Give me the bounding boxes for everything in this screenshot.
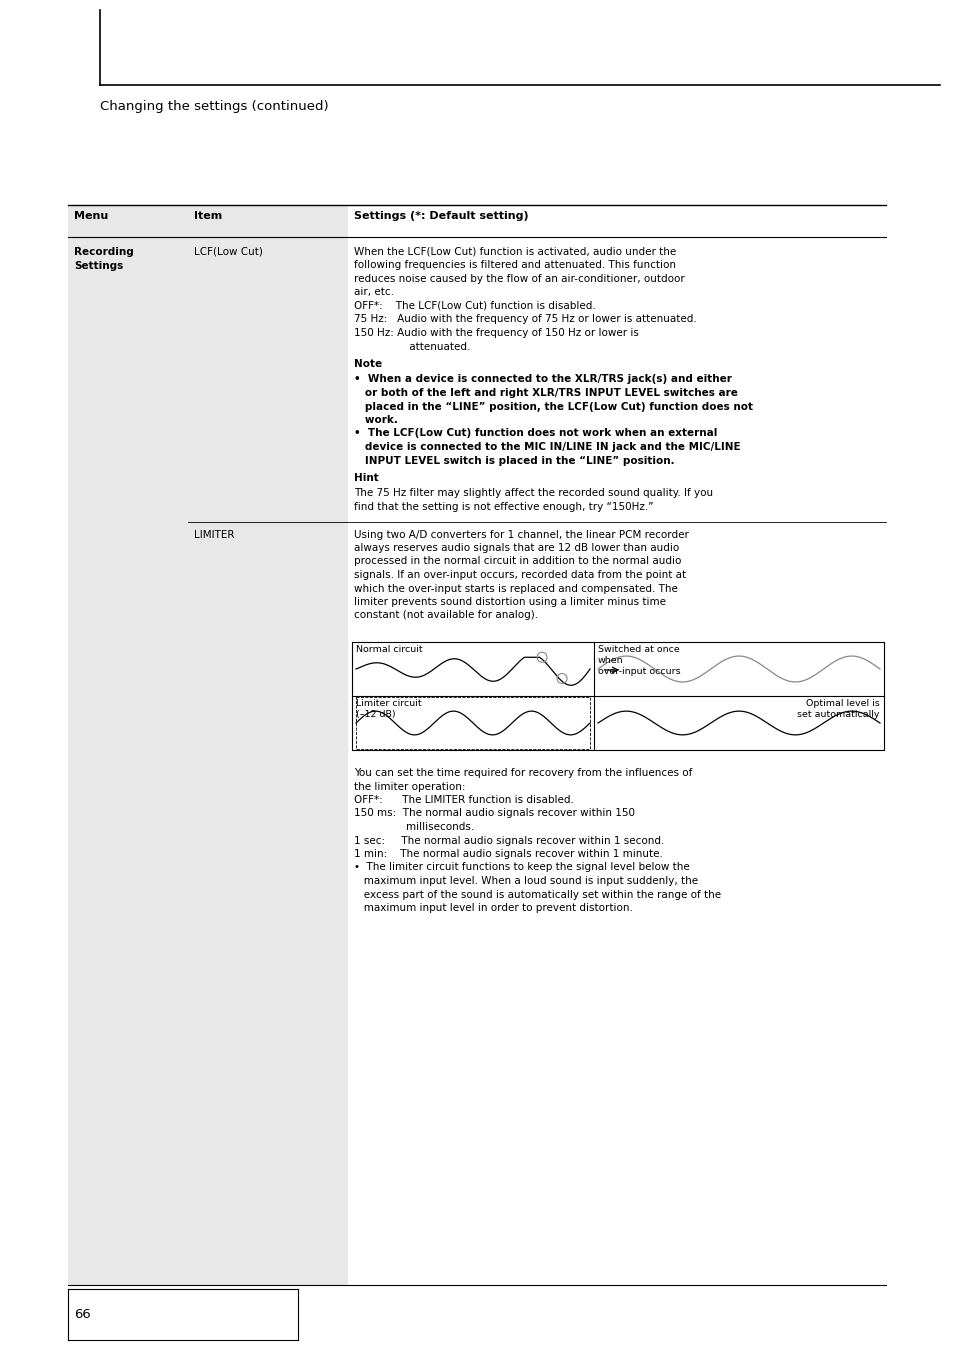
Text: OFF*:    The LCF(Low Cut) function is disabled.: OFF*: The LCF(Low Cut) function is disab… <box>354 301 595 311</box>
Text: following frequencies is filtered and attenuated. This function: following frequencies is filtered and at… <box>354 260 676 271</box>
Text: always reserves audio signals that are 12 dB lower than audio: always reserves audio signals that are 1… <box>354 543 679 552</box>
Text: limiter prevents sound distortion using a limiter minus time: limiter prevents sound distortion using … <box>354 597 665 607</box>
Text: Hint: Hint <box>354 473 378 483</box>
Text: Limiter circuit
(–12 dB): Limiter circuit (–12 dB) <box>355 699 421 719</box>
Text: •  The limiter circuit functions to keep the signal level below the: • The limiter circuit functions to keep … <box>354 862 689 872</box>
Text: constant (not available for analog).: constant (not available for analog). <box>354 611 537 620</box>
Text: Switched at once
when
over-input occurs: Switched at once when over-input occurs <box>598 645 680 676</box>
Text: reduces noise caused by the flow of an air-conditioner, outdoor: reduces noise caused by the flow of an a… <box>354 274 684 284</box>
Text: maximum input level in order to prevent distortion.: maximum input level in order to prevent … <box>354 903 632 913</box>
Text: 150 Hz: Audio with the frequency of 150 Hz or lower is: 150 Hz: Audio with the frequency of 150 … <box>354 328 639 338</box>
Bar <box>68 204 348 1285</box>
Text: find that the setting is not effective enough, try “150Hz.”: find that the setting is not effective e… <box>354 502 653 512</box>
Text: which the over-input starts is replaced and compensated. The: which the over-input starts is replaced … <box>354 584 678 593</box>
Text: 1 min:    The normal audio signals recover within 1 minute.: 1 min: The normal audio signals recover … <box>354 849 662 858</box>
Text: work.: work. <box>354 414 397 425</box>
Text: Changing the settings (continued): Changing the settings (continued) <box>100 100 328 112</box>
Text: You can set the time required for recovery from the influences of: You can set the time required for recove… <box>354 768 692 779</box>
Text: 150 ms:  The normal audio signals recover within 150: 150 ms: The normal audio signals recover… <box>354 808 635 819</box>
Text: signals. If an over-input occurs, recorded data from the point at: signals. If an over-input occurs, record… <box>354 570 685 580</box>
Text: excess part of the sound is automatically set within the range of the: excess part of the sound is automaticall… <box>354 890 720 899</box>
Text: processed in the normal circuit in addition to the normal audio: processed in the normal circuit in addit… <box>354 556 680 566</box>
Text: •  When a device is connected to the XLR/TRS jack(s) and either: • When a device is connected to the XLR/… <box>354 375 731 385</box>
Text: 66: 66 <box>74 1308 91 1320</box>
Text: Optimal level is
set automatically: Optimal level is set automatically <box>797 699 879 719</box>
Text: 1 sec:     The normal audio signals recover within 1 second.: 1 sec: The normal audio signals recover … <box>354 835 663 845</box>
Text: or both of the left and right XLR/TRS INPUT LEVEL switches are: or both of the left and right XLR/TRS IN… <box>354 389 737 398</box>
Text: Menu: Menu <box>74 211 108 221</box>
Text: OFF*:      The LIMITER function is disabled.: OFF*: The LIMITER function is disabled. <box>354 795 574 806</box>
Text: device is connected to the MIC IN/LINE IN jack and the MIC/LINE: device is connected to the MIC IN/LINE I… <box>354 441 740 452</box>
Text: The 75 Hz filter may slightly affect the recorded sound quality. If you: The 75 Hz filter may slightly affect the… <box>354 489 713 498</box>
Text: the limiter operation:: the limiter operation: <box>354 781 465 792</box>
Text: maximum input level. When a loud sound is input suddenly, the: maximum input level. When a loud sound i… <box>354 876 698 886</box>
Text: Recording
Settings: Recording Settings <box>74 246 133 271</box>
Text: milliseconds.: milliseconds. <box>354 822 474 831</box>
Text: INPUT LEVEL switch is placed in the “LINE” position.: INPUT LEVEL switch is placed in the “LIN… <box>354 455 674 466</box>
Text: LCF(Low Cut): LCF(Low Cut) <box>193 246 263 257</box>
Text: Normal circuit: Normal circuit <box>355 645 422 654</box>
Text: placed in the “LINE” position, the LCF(Low Cut) function does not: placed in the “LINE” position, the LCF(L… <box>354 402 752 412</box>
Text: Note: Note <box>354 359 382 370</box>
Text: Settings (*: Default setting): Settings (*: Default setting) <box>354 211 528 221</box>
Text: LIMITER: LIMITER <box>193 529 234 539</box>
Text: attenuated.: attenuated. <box>354 341 470 352</box>
Text: air, etc.: air, etc. <box>354 287 394 298</box>
Text: When the LCF(Low Cut) function is activated, audio under the: When the LCF(Low Cut) function is activa… <box>354 246 676 257</box>
Text: Item: Item <box>193 211 222 221</box>
Text: 75 Hz:   Audio with the frequency of 75 Hz or lower is attenuated.: 75 Hz: Audio with the frequency of 75 Hz… <box>354 314 696 325</box>
Text: •  The LCF(Low Cut) function does not work when an external: • The LCF(Low Cut) function does not wor… <box>354 428 717 439</box>
Text: Using two A/D converters for 1 channel, the linear PCM recorder: Using two A/D converters for 1 channel, … <box>354 529 688 539</box>
